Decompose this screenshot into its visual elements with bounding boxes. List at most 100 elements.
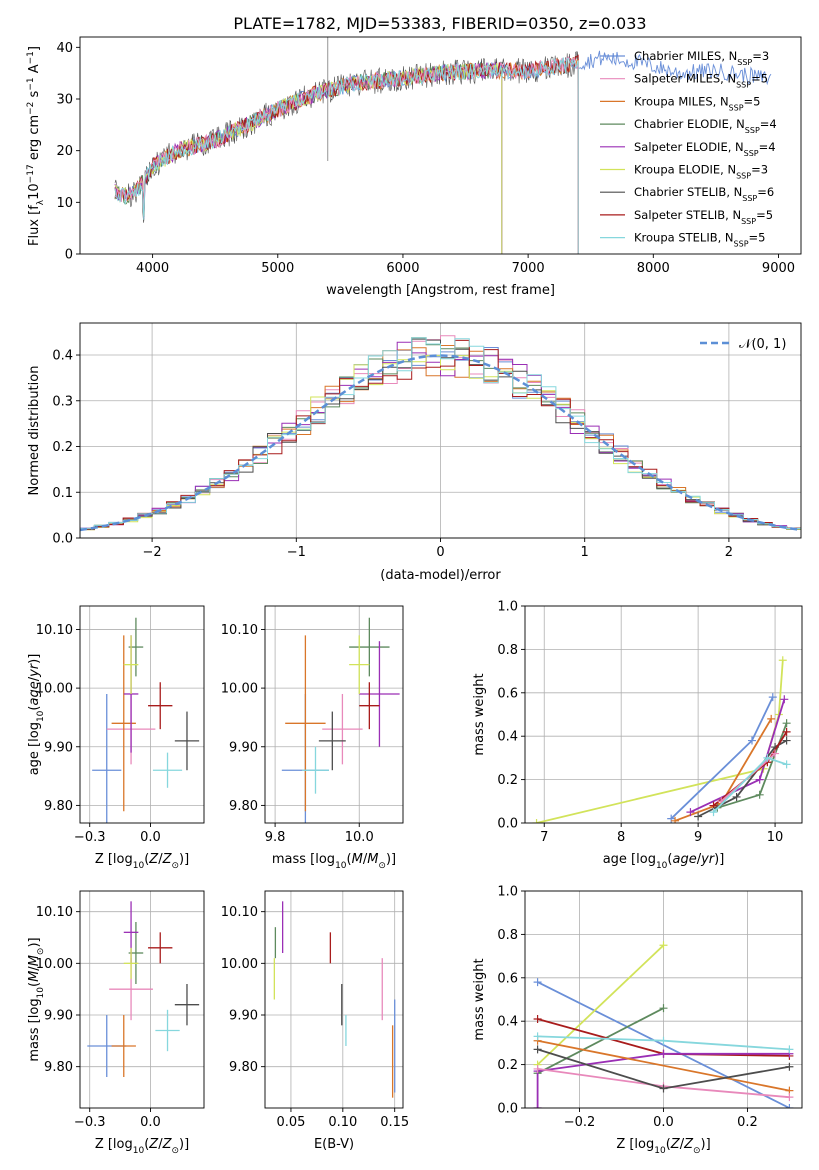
mass_vs_ebv-panel: 0.05 0.10 0.15 9.80 9.90 10.00 10.10 E(B-V) [221, 890, 409, 1152]
y-tick-label: 9.80 [229, 799, 258, 814]
x-tick-label: 1 [581, 545, 589, 560]
y-tick-label: 10.00 [221, 957, 258, 972]
x-axis-label: Z [log10(Z/Z⊙)] [95, 1137, 189, 1156]
y-tick-label: 0.0 [497, 817, 518, 832]
y-tick-label: 0.6 [497, 971, 518, 986]
error-bar-point [349, 635, 370, 694]
x-tick-label: −1 [287, 545, 306, 560]
spectrum-frame [79, 36, 802, 255]
y-tick-label: 0.2 [52, 440, 73, 455]
y-tick-label: 10.00 [221, 682, 258, 697]
weight-point-marker [755, 775, 764, 784]
x-tick-label: 0.2 [737, 1115, 758, 1130]
residuals-panel: −2 −1 0 1 2 0.0 0.1 0.2 0.3 0.4 (data-model)/error… [27, 322, 802, 583]
age_vs_mass-grid [265, 606, 403, 823]
age_vs_Z-marks [92, 617, 200, 823]
x-tick-label: 0.0 [653, 1115, 674, 1130]
weight_vs_Z-marks [533, 941, 794, 1108]
weight-point-marker [732, 792, 741, 801]
y-tick-label: 9.90 [44, 740, 73, 755]
y-axis-label: Normed distribution [27, 366, 42, 496]
spectrum-marks [114, 37, 772, 254]
y-tick-label: 9.90 [229, 740, 258, 755]
y-tick-label: 9.90 [44, 1009, 73, 1024]
y-tick-label: 0.2 [497, 773, 518, 788]
y-tick-label: 20 [56, 144, 73, 159]
x-tick-label: 8000 [637, 261, 670, 276]
age_vs_Z-panel: −0.3 0.0 9.80 9.90 10.00 10.10 Z [log10(Z/Z⊙)]… [27, 605, 205, 871]
y-tick-label: 0.0 [497, 1102, 518, 1117]
x-tick-label: 10.0 [345, 830, 374, 845]
weight-point-marker [533, 978, 542, 987]
y-tick-label: 9.80 [229, 1060, 258, 1075]
weight-point-marker [659, 1004, 668, 1013]
spectrum-series-line [114, 57, 579, 254]
y-tick-label: 0.1 [52, 486, 73, 501]
weight-point-marker [671, 816, 680, 823]
error-bar-point [285, 635, 326, 812]
error-bar-point [359, 641, 400, 747]
error-bar-point [92, 693, 122, 823]
error-bar-point [111, 1015, 136, 1077]
legend-entry: Chabrier ELODIE, NSSP=4 [634, 117, 777, 135]
y-tick-label: 10.00 [36, 682, 73, 697]
residuals-marks [80, 335, 801, 538]
mass_vs_ebv-grid [265, 891, 403, 1108]
error-bar-point [174, 984, 200, 1026]
x-tick-label: 0.0 [140, 1115, 161, 1130]
x-tick-label: 0.10 [328, 1115, 357, 1130]
age_vs_mass-panel: 9.8 10.0 9.80 9.90 10.00 10.10 mass [log10(M/M… [221, 605, 404, 871]
weight-point-marker [659, 1084, 668, 1093]
weight_vs_Z-grid [525, 890, 802, 1109]
weight-point-marker [659, 1049, 668, 1058]
weight_vs_age-panel: 7 8 9 10 0.0 0.2 0.4 0.6 0.8 1.0 age [log10(age/yr… [472, 600, 803, 871]
weight-point-marker [785, 1093, 794, 1102]
weight-point-marker [785, 1104, 794, 1108]
y-tick-label: 10.10 [36, 623, 73, 638]
y-tick-label: 0.8 [497, 928, 518, 943]
x-tick-label: −0.3 [74, 1115, 106, 1130]
weight-point-marker [709, 808, 718, 817]
legend-entry: Salpeter MILES, NSSP=5 [634, 72, 768, 90]
error-bar-point [359, 682, 380, 730]
histogram-series-step [80, 337, 801, 538]
y-tick-label: 1.0 [497, 885, 518, 900]
y-axis-label: Flux [fλ10−17 erg cm−2 s−1 A−1] [26, 46, 46, 246]
x-tick-label: 2 [725, 545, 733, 560]
x-axis-label: Z [log10(Z/Z⊙)] [95, 852, 189, 871]
y-tick-label: 1.0 [497, 600, 518, 615]
spectrum-series-line [114, 61, 503, 254]
weight-point-marker [659, 1036, 668, 1045]
weight-point-marker [780, 695, 789, 704]
normal-curve [80, 354, 801, 532]
error-bar-point [174, 711, 200, 771]
y-tick-label: 10 [56, 196, 73, 211]
x-tick-label: −0.3 [74, 830, 106, 845]
error-bar-point [148, 932, 173, 964]
weight-point-marker [782, 760, 791, 769]
weight-point-marker [659, 941, 668, 950]
weight-point-marker [533, 1032, 542, 1041]
x-tick-label: 0 [436, 545, 444, 560]
mass_vs_Z-grid [80, 891, 204, 1108]
mass_vs_Z-panel: −0.3 0.0 9.80 9.90 10.00 10.10 Z [log10(Z/Z⊙)]… [27, 890, 205, 1156]
weight-point-marker [533, 1015, 542, 1024]
weight-series-line [537, 1007, 664, 1075]
y-tick-label: 0.4 [497, 730, 518, 745]
x-tick-label: 9000 [762, 261, 795, 276]
x-axis-label: (data-model)/error [380, 568, 501, 583]
weight-point-marker [771, 749, 780, 758]
weight-point-marker [686, 808, 695, 817]
x-tick-label: 4000 [136, 261, 169, 276]
weight-series-line [537, 981, 790, 1108]
error-bar-point [155, 1009, 180, 1052]
y-axis-label: age [log10(age/yr)] [27, 654, 46, 776]
age_vs_mass-marks [281, 617, 400, 823]
error-bar-point [148, 682, 173, 730]
age_vs_mass-frame [264, 605, 404, 824]
weight-point-marker [782, 719, 791, 728]
error-bar-point [123, 635, 139, 694]
legend-entry: Kroupa STELIB, NSSP=5 [634, 231, 765, 249]
x-tick-label: 9.8 [265, 830, 286, 845]
